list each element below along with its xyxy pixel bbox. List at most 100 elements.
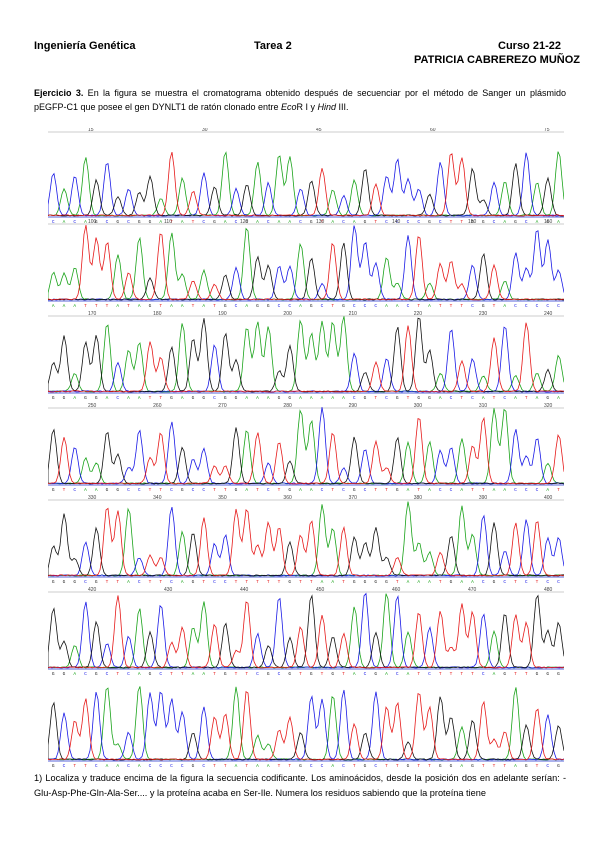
base-call: A — [256, 395, 259, 401]
base-call: C — [52, 219, 55, 225]
base-call: A — [267, 395, 270, 401]
base-call: A — [73, 303, 76, 309]
base-call: A — [331, 219, 334, 225]
base-call: T — [224, 487, 227, 493]
base-call: G — [52, 579, 55, 585]
base-call: C — [170, 579, 173, 585]
base-call: C — [396, 671, 399, 677]
base-call: A — [503, 219, 506, 225]
base-call: G — [95, 219, 98, 225]
base-call: C — [450, 395, 453, 401]
base-call: C — [364, 303, 367, 309]
base-call: C — [170, 487, 173, 493]
base-call: C — [353, 395, 356, 401]
base-call: G — [116, 219, 119, 225]
base-call: A — [428, 579, 431, 585]
tick-label: 130 — [316, 219, 325, 225]
base-call: G — [364, 395, 367, 401]
base-call: C — [202, 219, 205, 225]
base-call: C — [493, 219, 496, 225]
base-call: T — [213, 763, 216, 768]
base-call: A — [321, 395, 324, 401]
tick-label: 440 — [240, 587, 249, 593]
base-call: A — [396, 303, 399, 309]
base-call: T — [170, 219, 173, 225]
base-call: T — [396, 579, 399, 585]
base-call: C — [63, 763, 66, 768]
trace-T — [48, 416, 564, 485]
base-call: C — [127, 219, 130, 225]
base-call: A — [503, 487, 506, 493]
question-1: 1) Localiza y traduce encima de la figur… — [34, 773, 566, 798]
base-call: A — [224, 219, 227, 225]
tick-label: 430 — [164, 587, 173, 593]
base-call: A — [546, 487, 549, 493]
base-call: C — [310, 763, 313, 768]
base-call: G — [331, 671, 334, 677]
base-call: C — [138, 487, 141, 493]
tick-label: 460 — [392, 587, 401, 593]
base-call: T — [396, 763, 399, 768]
base-call: T — [503, 763, 506, 768]
base-call: G — [299, 763, 302, 768]
base-call: G — [95, 671, 98, 677]
base-call: C — [321, 303, 324, 309]
base-call: A — [138, 303, 141, 309]
base-call: C — [342, 219, 345, 225]
base-call: C — [374, 763, 377, 768]
base-call: A — [278, 219, 281, 225]
base-call: T — [331, 303, 334, 309]
base-call: C — [321, 763, 324, 768]
base-call: G — [514, 219, 517, 225]
tick-label: 340 — [153, 495, 162, 501]
base-call: G — [471, 763, 474, 768]
base-call: A — [342, 395, 345, 401]
base-call: C — [299, 219, 302, 225]
base-call: T — [514, 579, 517, 585]
base-call: T — [374, 219, 377, 225]
base-call: T — [192, 219, 195, 225]
base-call: T — [471, 487, 474, 493]
base-call: G — [353, 487, 356, 493]
base-call: G — [450, 579, 453, 585]
base-call: T — [84, 303, 87, 309]
base-call: A — [557, 219, 560, 225]
base-call: A — [181, 395, 184, 401]
course-year: Curso 21-22 — [498, 40, 561, 52]
base-call: T — [116, 671, 119, 677]
base-call: A — [557, 395, 560, 401]
base-call: T — [235, 579, 238, 585]
base-call: A — [127, 579, 130, 585]
base-call: C — [73, 219, 76, 225]
base-call: T — [127, 303, 130, 309]
base-call: C — [536, 303, 539, 309]
base-call: G — [546, 219, 549, 225]
base-call: A — [310, 487, 313, 493]
base-call: T — [310, 579, 313, 585]
base-call: C — [256, 671, 259, 677]
base-call: G — [95, 579, 98, 585]
tick-label: 330 — [88, 495, 97, 501]
base-call: G — [63, 671, 66, 677]
trace-T — [48, 595, 564, 669]
base-call: C — [557, 303, 560, 309]
base-call: G — [450, 763, 453, 768]
base-call: G — [310, 671, 313, 677]
base-call: T — [482, 763, 485, 768]
base-call: T — [149, 395, 152, 401]
base-call: G — [525, 763, 528, 768]
base-call: T — [224, 763, 227, 768]
base-call: G — [245, 219, 248, 225]
base-call: C — [525, 219, 528, 225]
base-call: C — [450, 487, 453, 493]
base-call: T — [417, 671, 420, 677]
base-call: G — [385, 579, 388, 585]
base-call: T — [116, 579, 119, 585]
base-call: G — [482, 303, 485, 309]
base-call: T — [245, 671, 248, 677]
base-call: T — [493, 763, 496, 768]
base-call: C — [546, 303, 549, 309]
base-call: G — [84, 395, 87, 401]
base-call: T — [460, 671, 463, 677]
base-call: T — [278, 487, 281, 493]
